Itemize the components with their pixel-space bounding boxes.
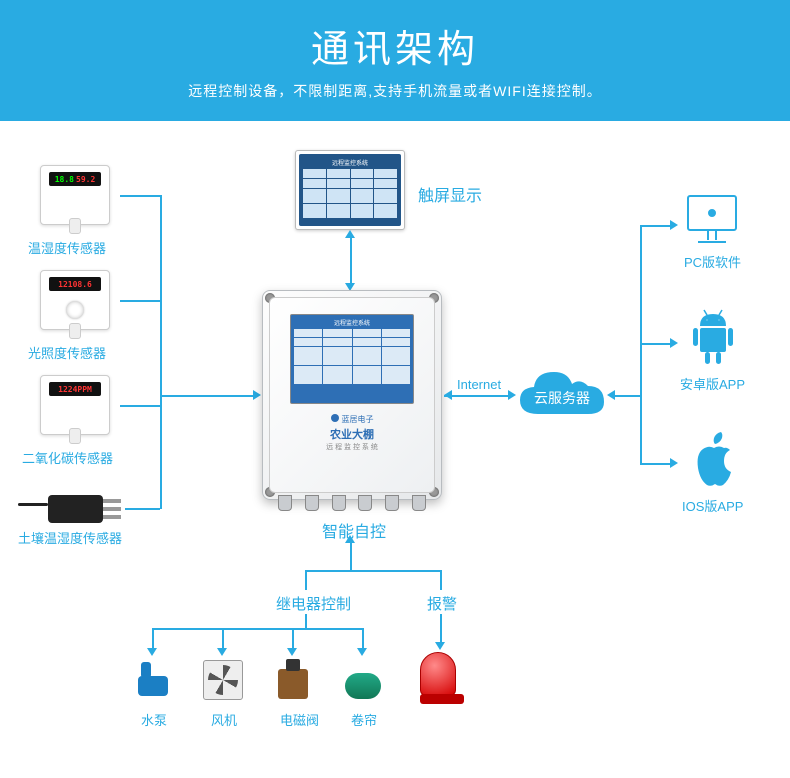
sensor-label-1: 光照度传感器	[28, 343, 106, 362]
diagram-canvas: 通讯架构 远程控制设备，不限制距离,支持手机流量或者WIFI连接控制。 18.8…	[0, 0, 790, 778]
client-label-2: IOS版APP	[682, 496, 743, 515]
internet-label: Internet	[457, 377, 501, 392]
sensor-label-0: 温湿度传感器	[28, 238, 106, 257]
output-label-0: 水泵	[140, 710, 168, 729]
sensor-soil	[48, 495, 103, 523]
device-valve	[268, 662, 318, 706]
controller-device: 远程监控系统 蓝居电子 农业大棚 远 程 监 控 系 统	[262, 290, 442, 500]
device-curtain	[338, 664, 388, 708]
sensor-temp-humidity: 18.859.2	[40, 165, 110, 225]
touchscreen-display: 远程监控系统	[295, 150, 405, 230]
controller-brand: 蓝居电子	[342, 415, 374, 424]
output-label-2: 电磁阀	[280, 710, 308, 729]
client-android	[688, 308, 738, 373]
client-ios	[688, 430, 738, 495]
sensor-label-2: 二氧化碳传感器	[22, 448, 113, 467]
page-title: 通讯架构	[0, 18, 790, 73]
output-label-1: 风机	[210, 710, 238, 729]
cloud-label: 云服务器	[514, 388, 610, 408]
client-pc	[682, 192, 742, 253]
output-label-3: 卷帘	[350, 710, 378, 729]
alarm-label: 报警	[427, 593, 457, 614]
header-banner: 通讯架构 远程控制设备，不限制距离,支持手机流量或者WIFI连接控制。	[0, 0, 790, 121]
device-pump	[128, 664, 178, 708]
device-fan	[198, 658, 248, 702]
cloud-server: 云服务器	[514, 364, 610, 426]
touchscreen-label: 触屏显示	[418, 182, 482, 206]
sensor-light: 12108.6	[40, 270, 110, 330]
sensor-label-3: 土壤温湿度传感器	[18, 528, 122, 547]
device-alarm	[420, 652, 464, 704]
client-label-0: PC版软件	[684, 252, 741, 271]
controller-title-2: 远 程 监 控 系 统	[270, 442, 434, 452]
sensor-co2: 1224PPM	[40, 375, 110, 435]
relay-group-label: 继电器控制	[276, 593, 351, 614]
controller-title-1: 农业大棚	[270, 426, 434, 442]
page-subtitle: 远程控制设备，不限制距离,支持手机流量或者WIFI连接控制。	[0, 81, 790, 101]
client-label-1: 安卓版APP	[680, 374, 745, 393]
